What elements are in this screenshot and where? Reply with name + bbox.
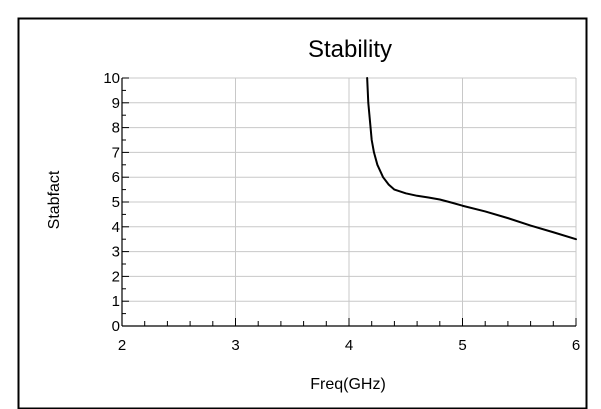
x-tick-label: 2 xyxy=(118,337,126,354)
y-tick-label: 0 xyxy=(112,318,120,335)
y-tick-label: 3 xyxy=(112,244,120,261)
y-tick-label: 5 xyxy=(112,194,120,211)
y-tick-label: 9 xyxy=(112,95,120,112)
y-tick-label: 7 xyxy=(112,144,120,161)
axis-layer xyxy=(121,77,577,327)
x-tick-label: 3 xyxy=(231,337,239,354)
y-tick-label: 4 xyxy=(112,219,120,236)
series-line-stabfact xyxy=(366,77,577,241)
y-tick-label: 10 xyxy=(103,70,120,87)
x-tick-label: 6 xyxy=(572,337,580,354)
y-tick-label: 2 xyxy=(112,268,120,285)
y-tick-label: 6 xyxy=(112,169,120,186)
chart-title: Stability xyxy=(308,36,392,63)
y-axis-title: Stabfact xyxy=(46,170,63,229)
series-layer xyxy=(366,77,577,241)
y-tick-label: 1 xyxy=(112,293,120,310)
x-tick-label: 4 xyxy=(345,337,353,354)
x-axis-title: Freq(GHz) xyxy=(310,376,386,393)
y-tick-label: 8 xyxy=(112,120,120,137)
x-tick-label: 5 xyxy=(458,337,466,354)
tick-label-layer: 2 3 4 5 6 0 1 2 3 4 5 6 7 8 9 10 xyxy=(103,70,580,354)
